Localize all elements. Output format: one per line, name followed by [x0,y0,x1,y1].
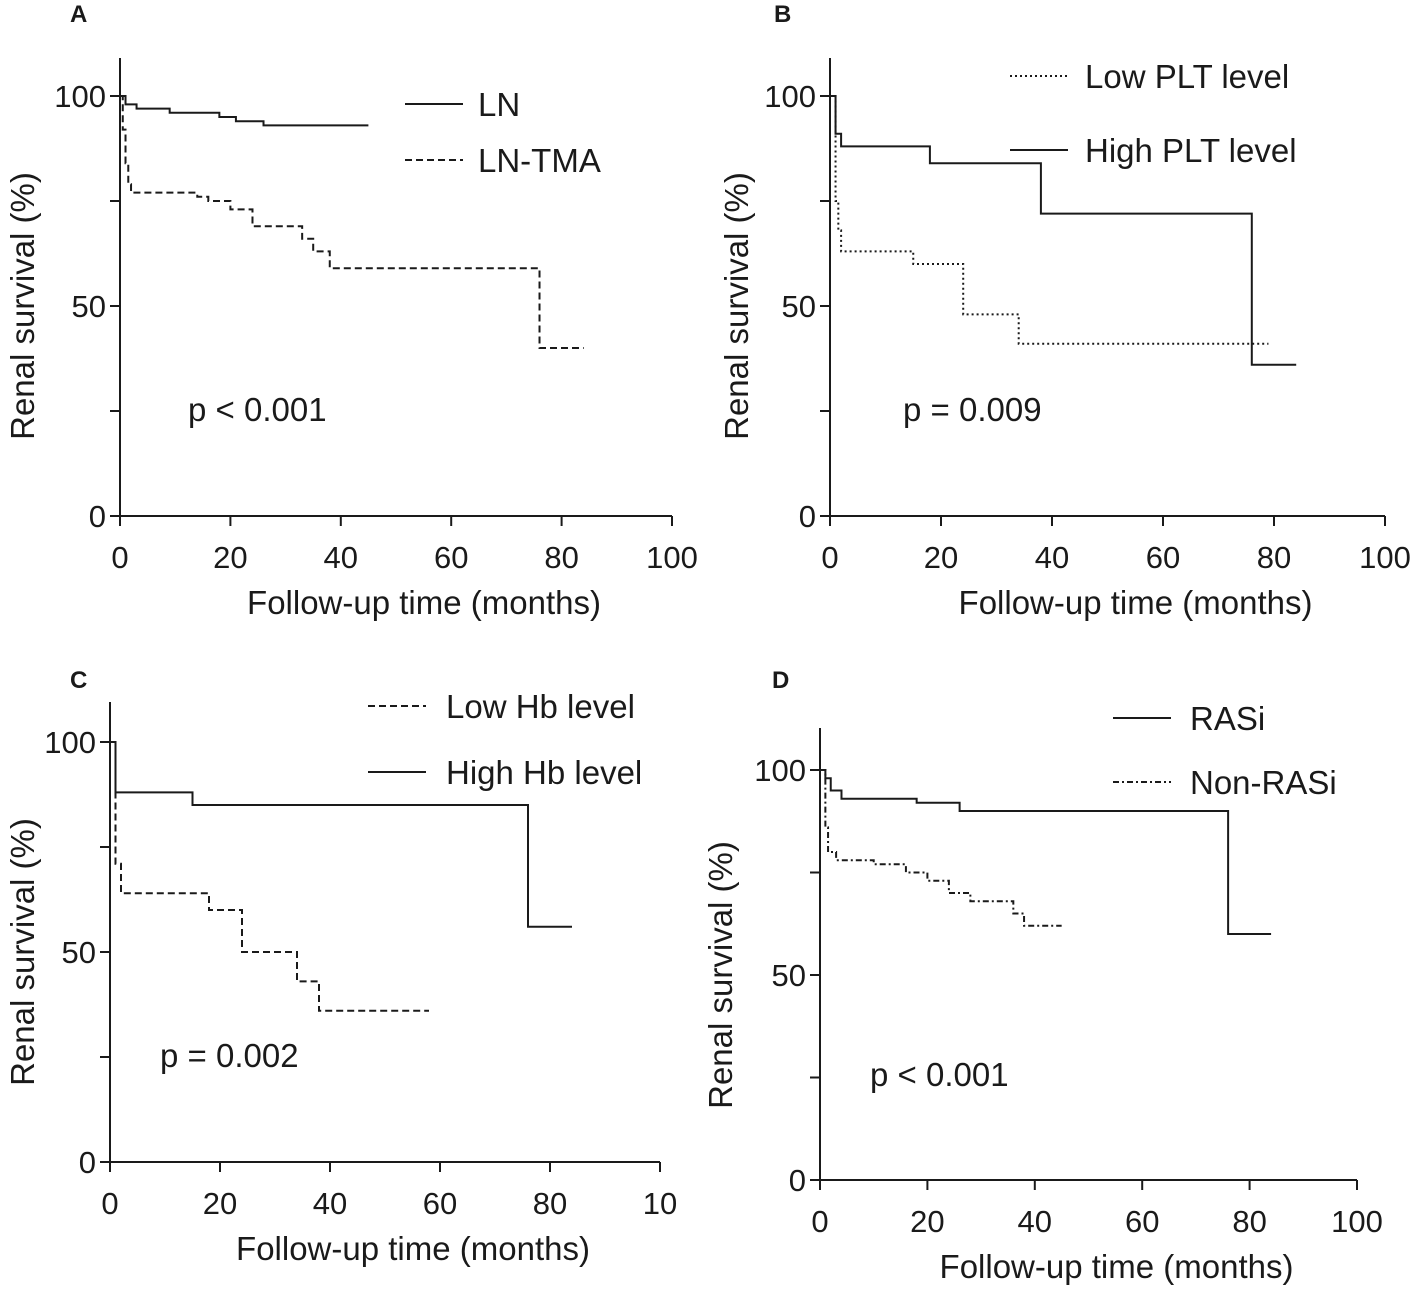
survival-curve-high-hb-level [110,741,572,928]
x-tick-label: 60 [1146,540,1180,575]
panel-b: B 0 20 40 60 80 100 0 50 100 Follow-up time (mont… [708,0,1417,640]
x-tick-label: 0 [821,540,838,575]
y-tick-label: 50 [62,935,96,970]
y-tick-label: 0 [799,499,816,534]
x-tick-label: 0 [101,1186,118,1221]
survival-curve-low-plt-level [830,95,1269,345]
survival-curve-high-plt-level [830,95,1297,366]
x-tick-label: 60 [1125,1204,1159,1239]
x-tick-label: 40 [1035,540,1069,575]
panel-a: A 0 20 40 60 80 100 0 50 100 Follow-up time (mont… [0,0,708,640]
y-tick-label: 0 [789,1163,806,1198]
p-value: p < 0.001 [870,1056,1009,1093]
x-tick-label: 40 [1018,1204,1052,1239]
x-tick-label: 40 [324,540,358,575]
x-tick-label: 0 [111,540,128,575]
x-tick-label: 80 [544,540,578,575]
p-value: p = 0.009 [903,391,1042,428]
survival-curve-ln [120,95,369,127]
x-tick-label: 100 [1331,1204,1383,1239]
legend-label: Non-RASi [1190,764,1337,801]
y-tick-label: 0 [89,499,106,534]
y-tick-label: 100 [764,79,816,114]
x-tick-label: 100 [646,540,698,575]
x-tick-label: 60 [434,540,468,575]
x-tick-label: 80 [1257,540,1291,575]
x-tick-label: 10 [643,1186,677,1221]
p-value: p < 0.001 [188,391,327,428]
legend-label: Low Hb level [446,688,635,725]
x-tick-label: 80 [533,1186,567,1221]
y-axis-title: Renal survival (%) [708,841,739,1109]
x-tick-label: 20 [910,1204,944,1239]
panel-c: C 0 20 40 60 80 10 0 50 100 Follow-up time (month… [0,640,708,1289]
y-tick-label: 100 [44,725,96,760]
x-tick-label: 60 [423,1186,457,1221]
legend-label: RASi [1190,700,1265,737]
y-axis-title: Renal survival (%) [4,172,41,440]
y-tick-label: 50 [772,958,806,993]
x-axis-title: Follow-up time (months) [940,1248,1294,1285]
x-tick-label: 20 [203,1186,237,1221]
y-axis-title: Renal survival (%) [718,172,755,440]
y-tick-label: 50 [72,289,106,324]
x-axis-title: Follow-up time (months) [236,1230,590,1267]
p-value: p = 0.002 [160,1037,299,1074]
km-chart-a: A 0 20 40 60 80 100 0 50 100 Follow-up time (mont… [4,1,698,621]
x-tick-label: 20 [924,540,958,575]
y-tick-label: 0 [79,1145,96,1180]
y-tick-label: 50 [782,289,816,324]
x-axis-title: Follow-up time (months) [247,584,601,621]
x-axis-title: Follow-up time (months) [959,584,1313,621]
y-tick-label: 100 [54,79,106,114]
panel-letter-c: C [70,667,87,694]
survival-curve-rasi [820,769,1272,935]
panel-letter-a: A [70,1,87,28]
survival-curve-low-hb-level [110,741,429,1012]
x-tick-label: 0 [811,1204,828,1239]
legend-label: High Hb level [446,754,642,791]
km-chart-b: B 0 20 40 60 80 100 0 50 100 Follow-up time (mont… [718,1,1411,621]
panel-letter-d: D [772,667,789,694]
y-axis-title: Renal survival (%) [4,818,41,1086]
y-tick-label: 100 [754,753,806,788]
survival-curve-ln-tma [120,95,584,349]
x-tick-label: 20 [213,540,247,575]
x-tick-label: 100 [1359,540,1411,575]
legend-label: LN [478,86,520,123]
x-tick-label: 80 [1232,1204,1266,1239]
legend-label: High PLT level [1085,132,1297,169]
km-chart-d: D 0 20 40 60 80 100 0 50 100 Follow-up time (mont… [702,667,1383,1285]
legend-label: LN-TMA [478,142,601,179]
panel-d: D 0 20 40 60 80 100 0 50 100 Follow-up time (mont… [702,640,1417,1289]
legend-label: Low PLT level [1085,58,1289,95]
survival-curve-non-rasi [820,769,1062,927]
x-tick-label: 40 [313,1186,347,1221]
panel-letter-b: B [774,1,791,28]
